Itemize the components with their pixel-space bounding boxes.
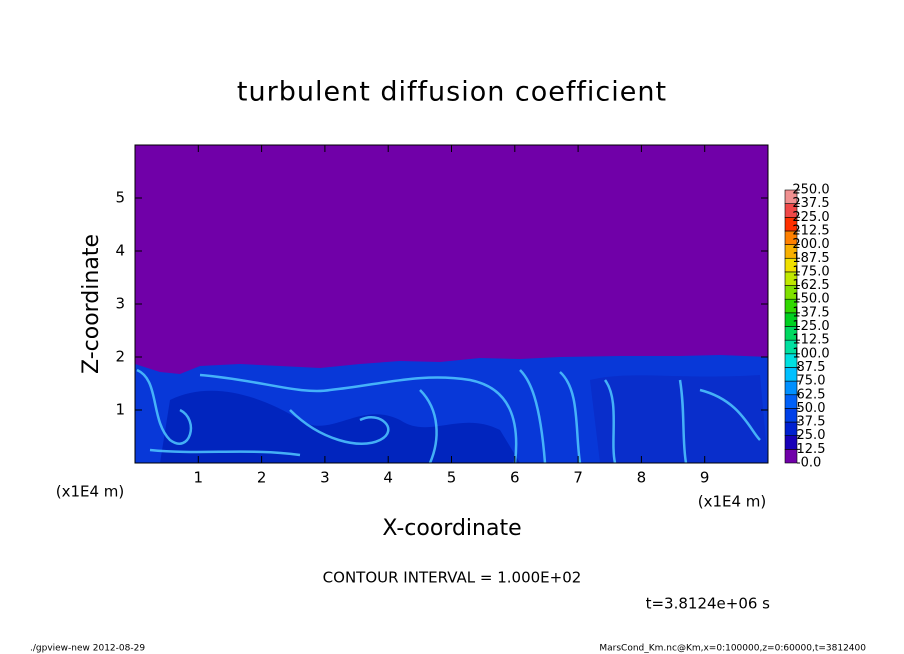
y-axis-label: Z-coordinate bbox=[79, 234, 104, 374]
x-tick-label: 8 bbox=[637, 469, 647, 487]
colorbar-swatch bbox=[784, 380, 798, 396]
colorbar-swatch bbox=[784, 421, 798, 436]
x-tick-label: 5 bbox=[447, 469, 457, 487]
footer-right: MarsCond_Km.nc@Km,x=0:100000,z=0:60000,t… bbox=[599, 644, 866, 654]
colorbar-label: 137.5 bbox=[792, 305, 829, 320]
y-unit-label: (x1E4 m) bbox=[698, 493, 767, 511]
colorbar-label: 175.0 bbox=[792, 264, 829, 279]
y-tick-label: 5 bbox=[115, 189, 125, 207]
colorbar-swatch bbox=[784, 449, 798, 464]
colorbar-swatch bbox=[784, 367, 798, 382]
x-tick-label: 7 bbox=[573, 469, 583, 487]
colorbar-swatch bbox=[784, 394, 798, 409]
colorbar-label: 225.0 bbox=[792, 210, 829, 225]
colorbar-label: 125.0 bbox=[792, 319, 829, 334]
colorbar-label: 237.5 bbox=[792, 196, 829, 211]
colorbar-label: 25.0 bbox=[797, 428, 826, 443]
x-tick-label: 9 bbox=[700, 469, 710, 487]
colorbar-swatch bbox=[784, 189, 798, 204]
time-label: t=3.8124e+06 s bbox=[646, 595, 771, 613]
colorbar-label: 100.0 bbox=[792, 346, 829, 361]
contour-interval: CONTOUR INTERVAL = 1.000E+02 bbox=[323, 569, 582, 587]
x-tick-label: 3 bbox=[320, 469, 330, 487]
colorbar-label: 162.5 bbox=[792, 278, 829, 293]
colorbar-label: 62.5 bbox=[797, 387, 826, 402]
colorbar-label: 212.5 bbox=[792, 223, 829, 238]
field-dark-region bbox=[160, 390, 520, 463]
x-unit-label: (x1E4 m) bbox=[56, 483, 125, 501]
colorbar-label: 37.5 bbox=[797, 415, 826, 430]
x-tick-label: 1 bbox=[194, 469, 204, 487]
field-dark-region bbox=[590, 375, 768, 463]
colorbar-label: 200.0 bbox=[792, 237, 829, 252]
field-streaks bbox=[136, 368, 761, 464]
colorbar-label: 0.0 bbox=[801, 456, 822, 471]
x-tick-label: 4 bbox=[383, 469, 393, 487]
x-tick-label: 6 bbox=[510, 469, 520, 487]
x-tick-label: 2 bbox=[257, 469, 267, 487]
colorbar-label: 187.5 bbox=[792, 251, 829, 266]
y-tick-label: 1 bbox=[115, 401, 125, 419]
field bbox=[135, 145, 768, 464]
y-tick-label: 3 bbox=[115, 295, 125, 313]
colorbar-label: 50.0 bbox=[797, 401, 826, 416]
x-axis-label: X-coordinate bbox=[382, 516, 521, 541]
colorbar-label: 150.0 bbox=[792, 292, 829, 307]
footer-left: ./gpview-new 2012-08-29 bbox=[30, 644, 145, 654]
y-tick-label: 4 bbox=[115, 242, 125, 260]
colorbar-swatch bbox=[784, 435, 798, 450]
colorbar-label: 87.5 bbox=[797, 360, 826, 375]
colorbar-swatch bbox=[784, 408, 798, 423]
colorbar-label: 112.5 bbox=[792, 333, 829, 348]
chart-title: turbulent diffusion coefficient bbox=[237, 77, 667, 108]
colorbar-label: 12.5 bbox=[797, 442, 826, 457]
colorbar-label: 75.0 bbox=[797, 374, 826, 389]
colorbar-label: 250.0 bbox=[792, 183, 829, 198]
y-tick-label: 2 bbox=[115, 348, 125, 366]
